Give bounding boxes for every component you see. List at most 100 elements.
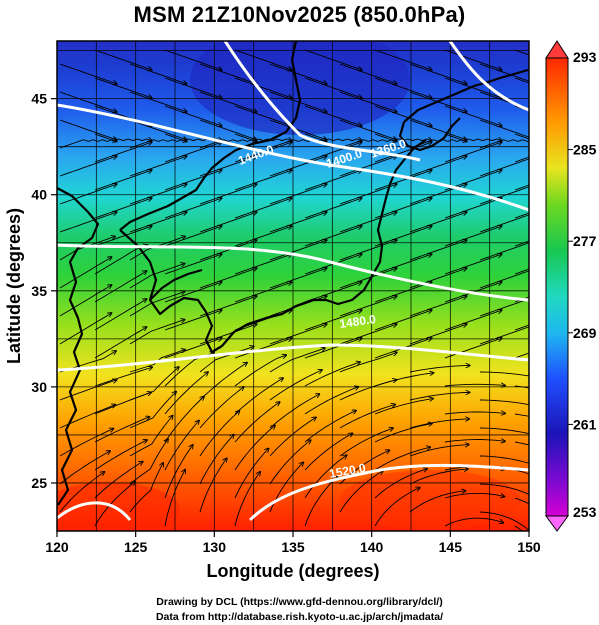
streamline [304,198,362,219]
streamline [444,517,503,527]
streamline [409,156,467,177]
streamline [234,472,260,527]
streamline [234,378,283,415]
streamline [374,424,432,443]
streamline [304,142,362,163]
streamline [409,91,467,112]
streamline [59,313,111,345]
streamline [479,511,529,531]
streamline [444,77,502,98]
streamline [129,212,187,233]
x-tick-label: 140 [360,539,384,555]
streamline [94,367,152,387]
colorbar: 253 261 269 277 285 293 [545,40,597,532]
streamline [514,212,529,219]
streamline [94,482,135,527]
streamline [269,184,327,205]
streamline [199,212,257,233]
streamline [164,310,222,331]
streamline [94,245,147,275]
streamline [129,140,187,149]
streamline [59,472,104,513]
colorbar-tick-label: 277 [573,233,597,249]
streamline [444,198,502,219]
colorbar-tick-label: 261 [573,416,597,432]
streamline [129,63,187,84]
streamline [269,296,327,317]
streamline [164,142,222,163]
y-axis-title: Latitude (degrees) [4,208,24,364]
streamline [234,402,280,443]
streamline [164,49,222,70]
streamline [339,380,396,401]
y-tick-label: 25 [31,475,47,491]
streamline [59,91,117,112]
streamline [339,296,397,317]
streamline [269,418,316,457]
streamline [234,254,292,275]
streamline [234,310,292,331]
streamline [514,385,529,389]
streamline [374,399,433,415]
contour-label-1480: 1480.0 [338,312,377,331]
streamline [339,63,397,84]
streamline [374,469,427,499]
streamline [479,214,529,233]
streamline [304,434,352,471]
streamline [94,226,152,247]
streamline [514,156,529,163]
streamline [444,105,502,126]
colorbar-tick-label: 285 [573,142,597,158]
y-axis: 25 30 35 40 45 [31,91,57,491]
streamline [339,184,397,205]
plot-area: 1400.0 1360.0 1440.0 1520.0 1480.0 [57,41,529,531]
streamline [199,387,244,429]
streamline [304,362,360,387]
streamline [514,77,529,84]
streamline [339,405,395,429]
streamline [234,355,286,387]
x-tick-label: 145 [439,539,463,555]
streamline [269,440,311,485]
streamline [199,91,257,112]
streamline [269,91,327,112]
streamline [234,226,292,247]
streamline [479,139,529,149]
streamline [374,447,430,471]
streamline [94,299,146,331]
colorbar-body [545,57,569,517]
x-tick-label: 130 [203,539,227,555]
y-tick-label: 30 [31,379,47,395]
streamline [444,254,502,275]
streamline [374,133,432,141]
streamline [514,441,529,446]
streamline [514,133,529,140]
streamline [199,140,257,149]
streamline [129,156,187,177]
streamline [514,469,529,475]
streamline [129,264,185,289]
streamline [234,49,292,70]
streamline [444,384,505,386]
streamline [409,63,467,84]
streamline [94,142,152,163]
streamline [304,476,338,527]
streamline [129,184,187,205]
x-tick-label: 125 [124,539,148,555]
streamline [304,170,362,191]
y-tick-label: 35 [31,283,47,299]
streamline [339,119,397,140]
streamline [304,310,362,331]
streamline [514,268,529,275]
streamline [339,156,397,177]
streamline [304,77,362,98]
streamline [409,212,467,233]
x-tick-label: 135 [281,539,305,555]
streamline [304,282,362,303]
streamline [479,399,529,406]
streamline [199,411,239,457]
streamline [514,497,529,505]
streamline [514,184,529,191]
streamline [59,156,117,177]
streamline [304,105,362,126]
